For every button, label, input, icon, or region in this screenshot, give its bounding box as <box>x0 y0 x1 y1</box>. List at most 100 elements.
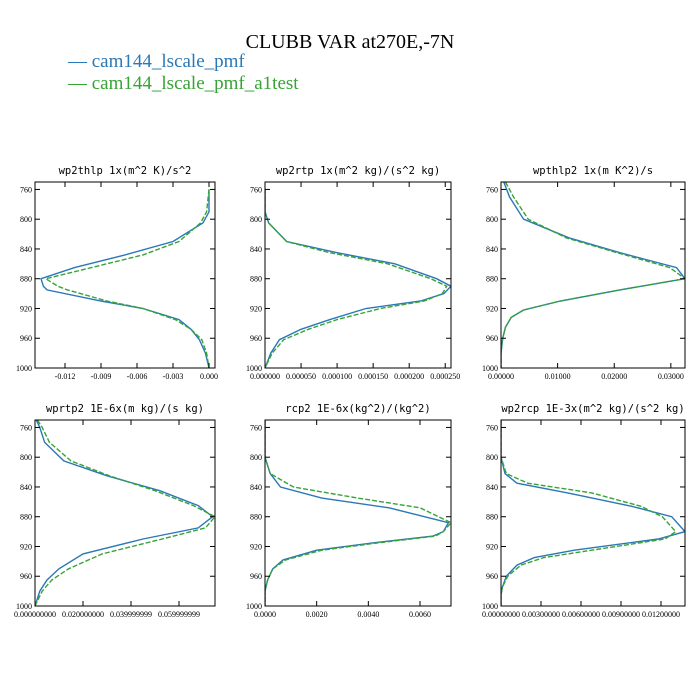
y-tick-label: 920 <box>20 542 32 551</box>
series-line-a1test <box>265 420 451 606</box>
y-tick-label: 920 <box>486 542 498 551</box>
y-tick-label: 840 <box>486 483 498 492</box>
y-tick-label: 880 <box>20 513 32 522</box>
series-line-pmf <box>501 182 685 368</box>
x-tick-label: 0.00000 <box>488 372 514 381</box>
y-tick-label: 840 <box>20 245 32 254</box>
y-tick-label: 960 <box>250 334 262 343</box>
series-line-a1test <box>35 420 215 606</box>
x-tick-label: 0.00600000 <box>562 610 600 619</box>
y-tick-label: 760 <box>250 185 262 194</box>
y-tick-label: 800 <box>486 453 498 462</box>
y-tick-label: 800 <box>486 215 498 224</box>
y-tick-label: 920 <box>250 304 262 313</box>
plot-frame <box>264 181 452 369</box>
series-line-pmf <box>265 420 450 606</box>
x-tick-label: 0.00900000 <box>602 610 640 619</box>
panel-title: wpthlp2 1x(m K^2)/s <box>533 165 653 177</box>
x-tick-label: 0.00000000 <box>482 610 520 619</box>
y-tick-label: 840 <box>250 483 262 492</box>
plot-frame <box>34 181 216 369</box>
plot-frame <box>264 419 452 607</box>
y-tick-label: 760 <box>20 423 32 432</box>
y-tick-label: 760 <box>20 185 32 194</box>
panel-1: wp2thlp 1x(m^2 K)/s^2 760 800 840 880 920 960 1… <box>16 165 218 381</box>
x-tick-label: 0.000250 <box>430 372 460 381</box>
y-tick-label: 1000 <box>246 602 262 611</box>
x-tick-label: 0.000200 <box>394 372 424 381</box>
x-tick-label: 0.039999999 <box>110 610 152 619</box>
panel-title: wp2rtp 1x(m^2 kg)/(s^2 kg) <box>276 165 440 177</box>
panel-4: wprtp2 1E-6x(m kg)/(s kg) 760 800 840 880 920… <box>14 403 216 619</box>
y-tick-label: 800 <box>250 453 262 462</box>
y-tick-label: 880 <box>20 275 32 284</box>
legend-entry-1: — cam144_lscale_pmf <box>67 51 245 72</box>
y-tick-label: 1000 <box>482 364 498 373</box>
x-tick-label: 0.000100 <box>322 372 352 381</box>
x-tick-label: 0.000050 <box>286 372 316 381</box>
panel-3: wpthlp2 1x(m K^2)/s 760 800 840 880 920 960 100… <box>482 165 686 381</box>
x-tick-label: 0.000000 <box>250 372 280 381</box>
y-tick-label: 920 <box>20 304 32 313</box>
x-tick-label: 0.00300000 <box>522 610 560 619</box>
panel-2: wp2rtp 1x(m^2 kg)/(s^2 kg) 760 800 840 880 92… <box>246 165 460 381</box>
series-line-a1test <box>265 189 448 368</box>
y-tick-label: 960 <box>486 334 498 343</box>
panel-title: rcp2 1E-6x(kg^2)/(kg^2) <box>285 403 430 415</box>
x-tick-label: -0.012 <box>55 372 76 381</box>
series-line-a1test <box>44 189 210 368</box>
y-tick-label: 760 <box>486 185 498 194</box>
x-tick-label: 0.0060 <box>409 610 431 619</box>
x-tick-label: 0.02000 <box>601 372 627 381</box>
panel-title: wp2rcp 1E-3x(m^2 kg)/(s^2 kg) <box>501 403 684 415</box>
legend-entry-2: — cam144_lscale_pmf_a1test <box>67 73 299 94</box>
plot-frame <box>500 419 686 607</box>
x-tick-label: 0.020000000 <box>62 610 104 619</box>
x-tick-label: 0.000000000 <box>14 610 56 619</box>
y-tick-label: 920 <box>486 304 498 313</box>
page-title: CLUBB VAR at270E,-7N <box>246 31 455 53</box>
x-tick-label: 0.000 <box>200 372 218 381</box>
y-tick-label: 1000 <box>482 602 498 611</box>
y-tick-label: 960 <box>20 572 32 581</box>
y-tick-label: 920 <box>250 542 262 551</box>
y-tick-label: 800 <box>250 215 262 224</box>
panel-title: wp2thlp 1x(m^2 K)/s^2 <box>59 165 192 177</box>
y-tick-label: 800 <box>20 215 32 224</box>
x-tick-label: 0.0000 <box>254 610 276 619</box>
series-line-pmf <box>40 189 210 368</box>
x-tick-label: 0.059999999 <box>158 610 200 619</box>
y-tick-label: 760 <box>250 423 262 432</box>
series-line-a1test <box>501 420 677 606</box>
y-tick-label: 880 <box>250 275 262 284</box>
series-line-pmf <box>265 189 451 368</box>
x-tick-label: 0.01200000 <box>642 610 680 619</box>
y-tick-label: 840 <box>486 245 498 254</box>
x-tick-label: 0.01000 <box>545 372 571 381</box>
panels: wp2thlp 1x(m^2 K)/s^2 760 800 840 880 920 960 1… <box>14 165 686 619</box>
series-line-pmf <box>501 420 685 606</box>
panel-5: rcp2 1E-6x(kg^2)/(kg^2) 760 800 840 880 920 96… <box>246 403 452 619</box>
y-tick-label: 960 <box>486 572 498 581</box>
y-tick-label: 1000 <box>246 364 262 373</box>
y-tick-label: 1000 <box>16 364 32 373</box>
y-tick-label: 880 <box>250 513 262 522</box>
y-tick-label: 1000 <box>16 602 32 611</box>
x-tick-label: -0.003 <box>163 372 184 381</box>
y-tick-label: 960 <box>20 334 32 343</box>
panel-6: wp2rcp 1E-3x(m^2 kg)/(s^2 kg)760 800 840 88… <box>482 403 686 619</box>
y-tick-label: 880 <box>486 513 498 522</box>
series-line-pmf <box>35 420 214 606</box>
panel-title: wprtp2 1E-6x(m kg)/(s kg) <box>46 403 204 415</box>
x-tick-label: 0.0020 <box>306 610 328 619</box>
plot-frame <box>34 419 216 607</box>
plot-frame <box>500 181 686 369</box>
x-tick-label: 0.03000 <box>658 372 684 381</box>
x-tick-label: 0.0040 <box>357 610 379 619</box>
y-tick-label: 760 <box>486 423 498 432</box>
y-tick-label: 840 <box>250 245 262 254</box>
y-tick-label: 880 <box>486 275 498 284</box>
x-tick-label: -0.009 <box>91 372 112 381</box>
x-tick-label: 0.000150 <box>358 372 388 381</box>
